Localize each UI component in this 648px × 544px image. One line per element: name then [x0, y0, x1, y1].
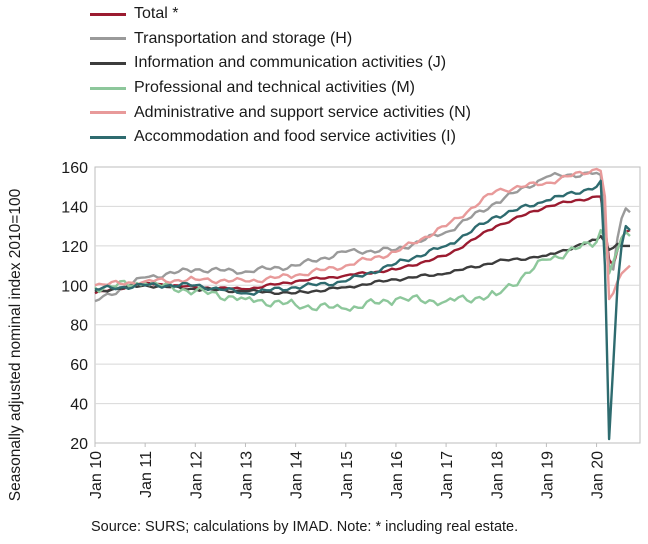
legend-swatch [90, 37, 126, 41]
legend: Total * Transportation and storage (H) Inf… [90, 2, 471, 150]
series-line-4 [94, 228, 631, 312]
x-tick-label: Jan 19 [539, 451, 556, 499]
y-tick-label: 80 [70, 318, 88, 335]
y-tick-label: 140 [61, 199, 88, 216]
y-tick-label: 160 [61, 160, 88, 177]
legend-swatch [90, 12, 126, 16]
series-line-5 [94, 167, 631, 301]
series-lines [94, 167, 631, 441]
source-note: Source: SURS; calculations by IMAD. Note… [91, 519, 519, 535]
legend-label: Information and communication activities… [134, 54, 447, 72]
x-tick-label: Jan 18 [489, 451, 506, 499]
legend-item: Total * [90, 2, 471, 27]
y-tick-label: 40 [70, 397, 88, 414]
x-tick-label: Jan 16 [389, 451, 406, 499]
y-tick-label: 120 [61, 239, 88, 256]
legend-item: Accommodation and food service activitie… [90, 125, 471, 150]
plot-frame [94, 166, 641, 444]
legend-label: Total * [134, 5, 179, 23]
series-line-1 [94, 195, 631, 295]
legend-label: Administrative and support service activ… [134, 103, 472, 121]
legend-swatch [90, 61, 126, 65]
legend-item: Administrative and support service activ… [90, 100, 471, 125]
legend-item: Professional and technical activities (M… [90, 76, 471, 101]
x-tick-label: Jan 14 [289, 451, 306, 499]
x-tick-label: Jan 11 [138, 451, 155, 498]
series-line-2 [94, 171, 631, 303]
x-tick-label: Jan 10 [88, 451, 105, 499]
x-tick-label: Jan 17 [439, 451, 456, 499]
y-tick-label: 20 [70, 436, 88, 453]
x-axis: Jan 10 Jan 11 Jan 12 Jan 13 Jan 14 Jan 15 Jan … [88, 443, 607, 499]
series-line-6 [94, 179, 631, 441]
y-axis: 20 40 60 80 100 120 140 160 [61, 160, 88, 453]
y-tick-label: 60 [70, 357, 88, 374]
x-tick-label: Jan 12 [188, 451, 205, 499]
legend-label: Professional and technical activities (M… [134, 79, 416, 97]
legend-label: Accommodation and food service activitie… [134, 128, 456, 146]
legend-swatch [90, 111, 126, 115]
legend-item: Transportation and storage (H) [90, 27, 471, 52]
plot-area [94, 166, 641, 444]
x-tick-label: Jan 20 [590, 451, 607, 499]
x-tick-label: Jan 13 [238, 451, 255, 499]
y-tick-label: 100 [61, 278, 88, 295]
x-tick-label: Jan 15 [339, 451, 356, 499]
legend-swatch [90, 86, 126, 90]
legend-label: Transportation and storage (H) [134, 29, 353, 47]
legend-item: Information and communication activities… [90, 51, 471, 76]
y-axis-title: Seasonally adjusted nominal index 2010=1… [7, 188, 24, 501]
legend-swatch [90, 135, 126, 139]
